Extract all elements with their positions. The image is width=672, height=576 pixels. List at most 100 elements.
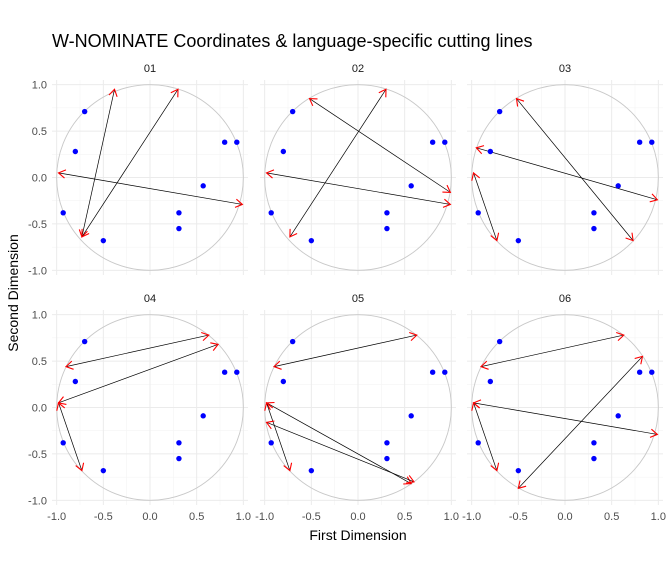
x-tick-label: 0.0 — [557, 511, 572, 523]
data-point — [268, 440, 274, 446]
data-point — [615, 413, 621, 419]
y-tick-label: 1.0 — [32, 310, 47, 322]
data-point — [475, 440, 481, 446]
cutting-line — [289, 89, 387, 238]
cutting-line-arrowhead — [108, 88, 118, 97]
x-tick-label: -0.5 — [509, 511, 528, 523]
panel-03: 03 — [467, 63, 663, 275]
x-tick-label: 1.0 — [236, 511, 251, 523]
cutting-line-arrowhead — [56, 401, 66, 411]
x-tick-label: 0.5 — [189, 511, 204, 523]
cutting-line-arrowhead — [289, 228, 298, 238]
cutting-line-arrowhead — [201, 331, 210, 341]
cutting-line — [58, 344, 219, 404]
cutting-line-arrowhead — [649, 428, 659, 438]
cutting-line-arrowhead — [471, 401, 481, 411]
cutting-line-arrowhead — [479, 360, 489, 370]
cutting-line — [309, 98, 451, 193]
cutting-line-arrowhead — [490, 232, 500, 242]
y-tick-label: -1.0 — [28, 265, 47, 277]
y-tick-label: -1.0 — [28, 495, 47, 507]
cutting-line — [518, 356, 643, 489]
panel-01: 01 -1.0 -0.5 0.0 0.5 1.0 — [28, 63, 248, 277]
data-point — [442, 139, 448, 145]
data-point — [591, 455, 597, 462]
unit-circle — [56, 84, 244, 271]
data-point — [496, 338, 503, 345]
panel-05: 05 -1.0 -0.5 0.0 0.5 1.0 — [255, 293, 459, 523]
y-tick-label: -0.5 — [28, 219, 47, 231]
data-point — [268, 210, 274, 216]
y-axis-title: Second Dimension — [5, 234, 21, 352]
data-point — [308, 237, 315, 244]
cutting-line-arrowhead — [272, 360, 282, 370]
data-point — [100, 467, 107, 474]
data-point — [408, 183, 414, 189]
data-point — [289, 108, 296, 115]
y-tick-label: 0.5 — [32, 356, 47, 368]
cutting-line — [473, 172, 498, 241]
data-point — [234, 369, 240, 375]
data-point — [60, 440, 66, 446]
panel-label: 06 — [559, 293, 571, 305]
cutting-line-arrowhead — [409, 331, 418, 341]
cutting-line — [476, 147, 658, 201]
data-point — [515, 467, 522, 474]
data-point — [60, 210, 66, 216]
data-point — [649, 369, 655, 375]
data-point — [475, 210, 481, 216]
cutting-line-arrowhead — [75, 462, 85, 472]
cutting-line-arrowhead — [649, 193, 659, 203]
cutting-line-arrowhead — [442, 184, 452, 193]
data-point — [72, 378, 79, 385]
data-point — [308, 467, 315, 474]
cutting-line-arrowhead — [81, 228, 90, 238]
cutting-line — [58, 172, 243, 205]
data-point — [221, 139, 228, 145]
x-tick-label: 0.5 — [397, 511, 412, 523]
cutting-line — [266, 172, 451, 205]
data-point — [176, 440, 182, 446]
panel-label: 04 — [144, 293, 156, 305]
x-tick-label: -0.5 — [302, 511, 321, 523]
cutting-line — [81, 89, 115, 238]
data-point — [100, 237, 107, 244]
cutting-line-arrowhead — [406, 475, 415, 484]
data-point — [280, 148, 287, 155]
cutting-line-arrowhead — [378, 88, 387, 98]
data-point — [487, 148, 494, 155]
data-point — [384, 455, 390, 462]
unit-circle — [264, 84, 452, 271]
y-tick-label: 1.0 — [32, 80, 47, 92]
cutting-line-arrowhead — [265, 169, 275, 179]
y-tick-label: 0.0 — [32, 173, 47, 185]
cutting-line-arrowhead — [471, 171, 481, 181]
cutting-line-arrowhead — [283, 462, 293, 472]
cutting-line-arrowhead — [308, 98, 318, 107]
panel-06: 06 -1.0 -0.5 0.0 0.5 1.0 — [462, 293, 666, 523]
unit-circle — [56, 314, 244, 501]
cutting-line-arrowhead — [265, 420, 275, 430]
data-point — [81, 108, 88, 115]
y-tick-label: 0.5 — [32, 126, 47, 138]
cutting-line — [81, 89, 179, 238]
data-point — [636, 369, 643, 375]
data-point — [384, 440, 390, 446]
data-point — [429, 369, 436, 375]
chart-title: W-NOMINATE Coordinates & language-specif… — [52, 31, 533, 51]
cutting-line-arrowhead — [403, 476, 413, 485]
data-point — [72, 148, 79, 155]
data-point — [636, 139, 643, 145]
cutting-line — [266, 402, 291, 471]
data-point — [176, 210, 182, 216]
cutting-line — [273, 334, 417, 367]
data-point — [200, 183, 206, 189]
data-point — [442, 369, 448, 375]
data-point — [200, 413, 206, 419]
x-tick-label: 1.0 — [651, 511, 666, 523]
x-axis-title: First Dimension — [309, 527, 406, 543]
x-tick-label: -1.0 — [462, 511, 481, 523]
cutting-line — [473, 402, 498, 471]
data-point — [487, 378, 494, 385]
